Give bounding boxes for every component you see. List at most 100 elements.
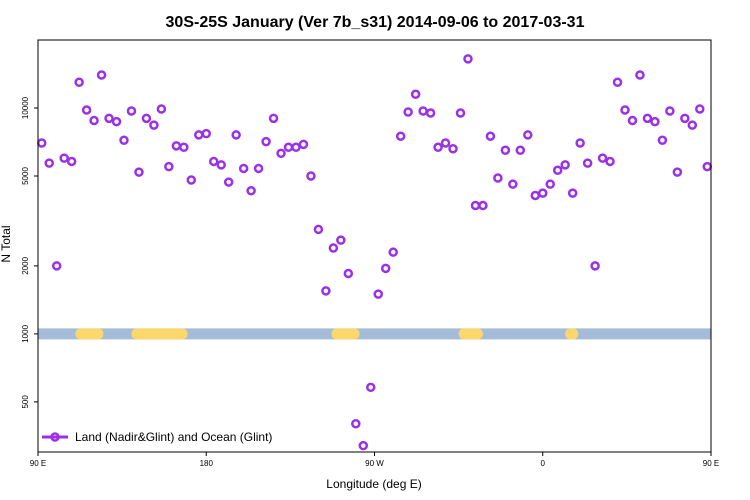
data-point xyxy=(597,153,608,163)
data-point xyxy=(156,104,167,114)
data-point xyxy=(313,224,324,235)
x-axis-label: Longitude (deg E) xyxy=(326,477,421,491)
data-point xyxy=(627,115,638,126)
data-point xyxy=(395,131,406,141)
data-point xyxy=(552,165,563,176)
data-point xyxy=(455,108,466,118)
y-tick-label: 10000 xyxy=(21,96,30,119)
x-tick-label: 180 xyxy=(200,459,214,468)
data-point xyxy=(642,113,653,124)
data-point xyxy=(680,113,690,124)
data-point xyxy=(433,142,443,153)
data-point xyxy=(104,113,114,124)
data-point xyxy=(470,200,481,211)
y-tick-label: 5000 xyxy=(21,167,30,185)
data-point xyxy=(590,261,600,271)
data-point xyxy=(478,200,488,211)
data-point xyxy=(582,158,593,168)
data-point xyxy=(89,115,99,126)
data-point xyxy=(179,142,189,153)
data-point xyxy=(620,105,630,115)
data-point xyxy=(336,235,346,245)
data-point xyxy=(672,167,683,177)
data-point xyxy=(164,161,174,172)
data-point xyxy=(373,289,383,299)
data-point xyxy=(194,130,204,140)
data-point xyxy=(403,107,413,117)
data-point xyxy=(575,138,585,148)
chart-title: 30S-25S January (Ver 7b_s31) 2014-09-06 … xyxy=(166,14,585,31)
data-point xyxy=(508,179,518,189)
data-point xyxy=(612,77,623,88)
data-point xyxy=(253,163,264,174)
data-point xyxy=(186,175,197,185)
y-axis-label: N Total xyxy=(0,225,13,262)
data-point xyxy=(171,141,182,151)
data-point xyxy=(321,286,331,296)
data-point xyxy=(440,138,451,148)
data-point xyxy=(74,77,84,88)
data-point xyxy=(523,130,533,140)
y-tick-label: 2000 xyxy=(21,256,30,274)
data-point xyxy=(141,113,152,124)
data-point xyxy=(560,160,570,170)
land-segment xyxy=(331,328,360,340)
data-point xyxy=(358,440,369,451)
data-point xyxy=(246,186,256,196)
data-point xyxy=(36,138,47,148)
x-axis: 90 E 180 90 W 0 90 E xyxy=(30,452,719,468)
data-point xyxy=(59,153,69,163)
legend-marker xyxy=(50,432,60,442)
land-ocean-band xyxy=(38,328,711,340)
data-point xyxy=(657,135,668,145)
data-point xyxy=(231,130,241,140)
data-point xyxy=(119,135,129,145)
land-segment xyxy=(565,328,579,340)
data-point xyxy=(702,161,713,172)
data-point xyxy=(343,268,354,279)
data-point xyxy=(261,136,271,147)
data-point xyxy=(223,177,234,187)
data-point xyxy=(485,131,496,141)
x-tick-label: 90 W xyxy=(365,459,384,468)
legend: Land (Nadir&Glint) and Ocean (Glint) xyxy=(42,430,272,444)
data-point xyxy=(51,261,62,271)
data-point xyxy=(81,105,92,115)
data-point xyxy=(650,116,660,127)
data-point xyxy=(126,106,137,116)
data-point xyxy=(695,104,705,114)
data-point xyxy=(268,113,279,124)
data-point xyxy=(545,179,555,189)
data-point xyxy=(425,108,436,118)
y-tick-label: 500 xyxy=(21,395,30,409)
data-point xyxy=(493,173,503,183)
data-point xyxy=(567,188,578,198)
data-point xyxy=(635,70,645,80)
y-axis: 500 1000 2000 5000 10000 xyxy=(21,96,38,409)
data-point xyxy=(298,139,309,150)
data-point xyxy=(201,128,211,139)
data-point xyxy=(538,188,548,198)
data-point xyxy=(463,54,473,64)
data-points xyxy=(36,54,713,451)
x-tick-label: 0 xyxy=(541,459,546,468)
data-point xyxy=(149,120,159,130)
data-point xyxy=(291,142,301,153)
data-point xyxy=(605,156,615,167)
y-tick-label: 1000 xyxy=(21,324,30,342)
data-point xyxy=(448,144,458,154)
data-point xyxy=(66,156,77,167)
data-point xyxy=(410,89,421,100)
data-point xyxy=(530,190,541,201)
land-segment xyxy=(458,328,483,340)
data-point xyxy=(96,70,107,80)
data-point xyxy=(111,116,122,127)
data-point xyxy=(283,142,294,153)
data-point xyxy=(418,106,428,116)
land-segment xyxy=(75,328,104,340)
data-point xyxy=(388,247,398,257)
data-point xyxy=(306,171,316,181)
data-point xyxy=(687,120,698,130)
data-point xyxy=(515,145,526,156)
